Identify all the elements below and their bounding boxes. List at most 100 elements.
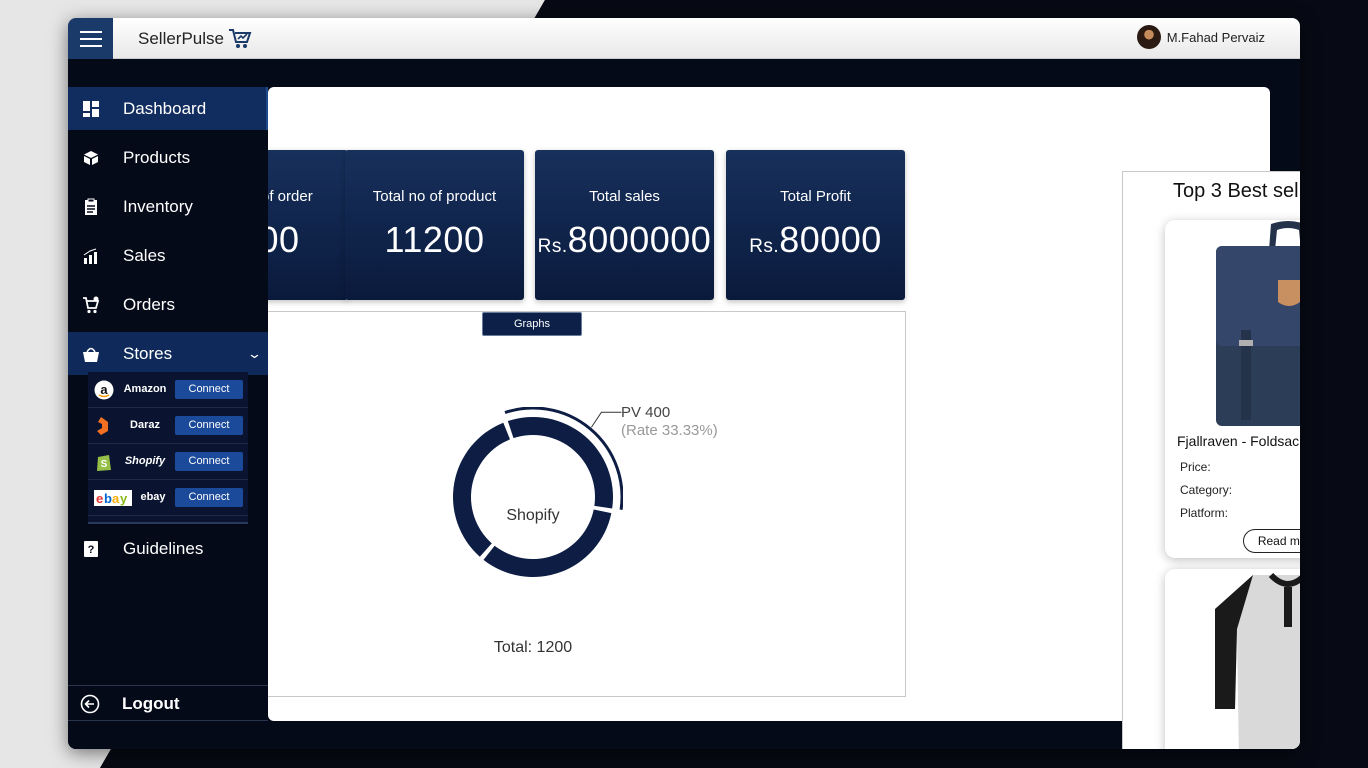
callout-line: [591, 411, 622, 428]
chart-total: Total: 1200: [493, 639, 573, 656]
sidebar-item-label: Guidelines: [123, 538, 204, 558]
product-name: Fjallraven - Foldsack No. 1 Backpack, Fi…: [1177, 433, 1300, 449]
store-name: Shopify: [124, 455, 166, 467]
sidebar: Dashboard Products Inventory Sales: [68, 59, 268, 749]
help-book-icon: ?: [84, 540, 98, 557]
logout-icon: [80, 694, 100, 714]
avatar: [1136, 25, 1161, 49]
chart-callout: PV 400 (Rate 33.33%): [621, 404, 718, 440]
kpi-total-products: Total no of product 11200: [345, 150, 524, 300]
daraz-logo-icon: [97, 417, 108, 435]
svg-text:S: S: [101, 459, 108, 470]
connect-amazon-button[interactable]: Connect: [175, 380, 243, 399]
logout-label: Logout: [122, 694, 180, 713]
category-value: men's clothing: [1280, 483, 1300, 497]
kpi-total-sales: Total sales Rs.8000000: [535, 150, 714, 300]
ebay-logo-icon: e b a y: [94, 490, 132, 506]
product-platform-row: Platform: Fake Store: [1180, 506, 1300, 520]
hamburger-line: [79, 37, 102, 40]
brand-cart-icon: [229, 29, 252, 48]
store-row-shopify: S Shopify Connect: [88, 444, 248, 480]
kpi-total-profit: Total Profit Rs.80000: [726, 150, 905, 300]
sidebar-item-label: Dashboard: [123, 98, 207, 118]
brand-logo[interactable]: SellerPulse: [138, 28, 252, 50]
sidebar-item-dashboard[interactable]: Dashboard: [68, 87, 268, 130]
kpi-number: 8000000: [567, 219, 712, 260]
tshirt-image: [1215, 572, 1300, 749]
platform-label: Platform:: [1180, 506, 1229, 520]
donut-chart[interactable]: [443, 407, 623, 587]
kpi-label: Total no of product: [372, 188, 497, 205]
cart-icon: [83, 296, 100, 313]
hamburger-icon: [79, 30, 102, 33]
bar-chart-icon: [83, 248, 97, 264]
kpi-number: 80000: [779, 219, 882, 260]
best-selling-panel: Top 3 Best selling product Fjallraven - …: [1122, 171, 1300, 749]
hamburger-line: [79, 44, 102, 47]
product-card[interactable]: [1165, 569, 1300, 749]
sidebar-item-sales[interactable]: Sales: [68, 234, 268, 277]
svg-text:y: y: [120, 491, 128, 506]
graphs-button[interactable]: Graphs: [482, 312, 582, 336]
price-value: Rs.109.95: [1280, 460, 1300, 474]
donut-highlight-arc: [504, 407, 623, 510]
sidebar-item-orders[interactable]: Orders: [68, 283, 268, 326]
price-label: Price:: [1180, 460, 1211, 474]
connect-ebay-button[interactable]: Connect: [175, 488, 243, 507]
currency-label: Rs.: [749, 236, 780, 257]
store-row-ebay: e b a y ebay Connect: [88, 480, 248, 516]
callout-value: PV 400: [621, 404, 671, 421]
donut-center-label: Shopify: [506, 507, 560, 524]
stores-submenu: a Amazon Connect Daraz Connect S Shopify: [88, 372, 248, 524]
user-name: M.Fahad Pervaiz: [1166, 29, 1265, 45]
amazon-logo-icon: a: [94, 380, 114, 400]
product-price-row: Price: Rs.109.95: [1180, 460, 1300, 474]
product-category-row: Category: men's clothing: [1180, 483, 1300, 497]
user-profile[interactable]: M.Fahad Pervaiz: [1136, 25, 1265, 49]
donut-slice-2[interactable]: [483, 509, 612, 577]
currency-label: Rs.: [537, 236, 568, 257]
donut-slice-1[interactable]: [507, 417, 613, 509]
top-bar: SellerPulse M.Fahad Pervaiz: [68, 18, 1300, 59]
callout-rate: (Rate 33.33%): [621, 422, 718, 439]
kpi-value: Rs.80000: [726, 219, 905, 261]
store-row-amazon: a Amazon Connect: [88, 372, 248, 408]
chevron-down-icon: ⌄: [246, 345, 263, 361]
connect-daraz-button[interactable]: Connect: [175, 416, 243, 435]
svg-text:e: e: [96, 491, 103, 506]
best-selling-title: Top 3 Best selling product: [1172, 180, 1300, 202]
sidebar-item-label: Sales: [123, 245, 166, 265]
kpi-value: Rs.8000000: [535, 219, 714, 261]
connect-shopify-button[interactable]: Connect: [175, 452, 243, 471]
shopify-logo-icon: S: [97, 455, 111, 471]
sidebar-item-label: Products: [123, 147, 191, 167]
donut-slice-3[interactable]: [453, 422, 511, 557]
category-label: Category:: [1180, 483, 1233, 497]
clipboard-icon: [85, 198, 97, 215]
sidebar-item-stores[interactable]: Stores ⌄: [68, 332, 268, 375]
store-name: ebay: [140, 491, 166, 503]
read-more-button[interactable]: Read more: [1243, 529, 1300, 553]
svg-text:a: a: [100, 382, 108, 397]
svg-text:b: b: [104, 491, 112, 506]
graph-panel: [268, 311, 906, 697]
brand-name: SellerPulse: [138, 29, 224, 48]
sidebar-item-products[interactable]: Products: [68, 136, 268, 179]
sidebar-item-label: Orders: [123, 294, 175, 314]
sidebar-item-inventory[interactable]: Inventory: [68, 185, 268, 228]
kpi-label: Total Profit: [780, 188, 851, 205]
sidebar-item-guidelines[interactable]: ? Guidelines: [68, 527, 268, 570]
platform-value: Fake Store: [1280, 506, 1300, 520]
app-window: SellerPulse M.Fahad Pervaiz Total no of …: [68, 18, 1300, 749]
menu-toggle-button[interactable]: [68, 18, 113, 59]
svg-text:a: a: [112, 491, 120, 506]
kpi-value: 11200: [384, 219, 485, 260]
sidebar-item-label: Stores: [123, 343, 173, 363]
sidebar-item-label: Inventory: [123, 196, 193, 216]
store-name: Daraz: [130, 419, 160, 431]
product-card[interactable]: Fjallraven - Foldsack No. 1 Backpack, Fi…: [1165, 220, 1300, 558]
logout-button[interactable]: Logout: [68, 685, 268, 721]
store-row-daraz: Daraz Connect: [88, 408, 248, 444]
basket-icon: [83, 347, 99, 362]
svg-text:?: ?: [88, 544, 95, 556]
